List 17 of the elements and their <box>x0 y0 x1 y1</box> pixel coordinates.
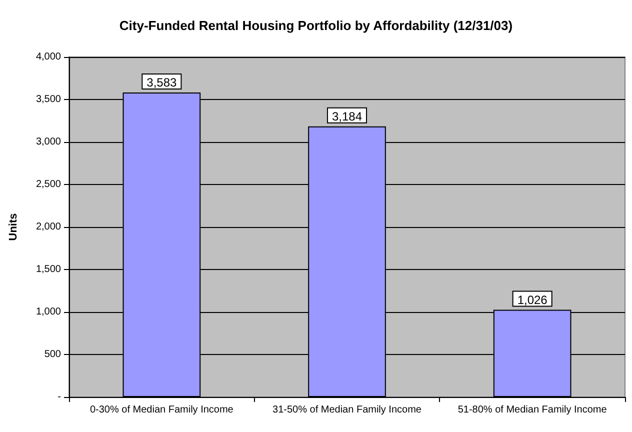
y-tick-label: 2,000 <box>36 222 62 232</box>
x-tick-label: 51-80% of Median Family Income <box>458 404 608 416</box>
y-tick-label: 500 <box>44 349 62 360</box>
y-tick-label: 3,500 <box>36 94 62 105</box>
data-label: 1,026 <box>517 292 548 307</box>
data-label: 3,184 <box>332 109 362 124</box>
x-tick-label: 0-30% of Median Family Income <box>90 404 234 416</box>
data-label: 3,583 <box>146 75 178 90</box>
y-tick-label: 1,000 <box>36 306 62 318</box>
chart-title: City-Funded Rental Housing Portfolio by Affordability (12/31/03) <box>119 18 513 33</box>
x-tick-label: 31-50% of Median Family Income <box>272 404 422 416</box>
y-tick-label: 3,000 <box>36 136 62 148</box>
y-tick-label: 4,000 <box>36 52 62 62</box>
y-tick-label: 1,500 <box>36 264 62 275</box>
y-tick-label: - <box>58 392 61 402</box>
y-tick-label: 2,500 <box>36 179 62 190</box>
y-axis-title: Units <box>8 213 20 241</box>
